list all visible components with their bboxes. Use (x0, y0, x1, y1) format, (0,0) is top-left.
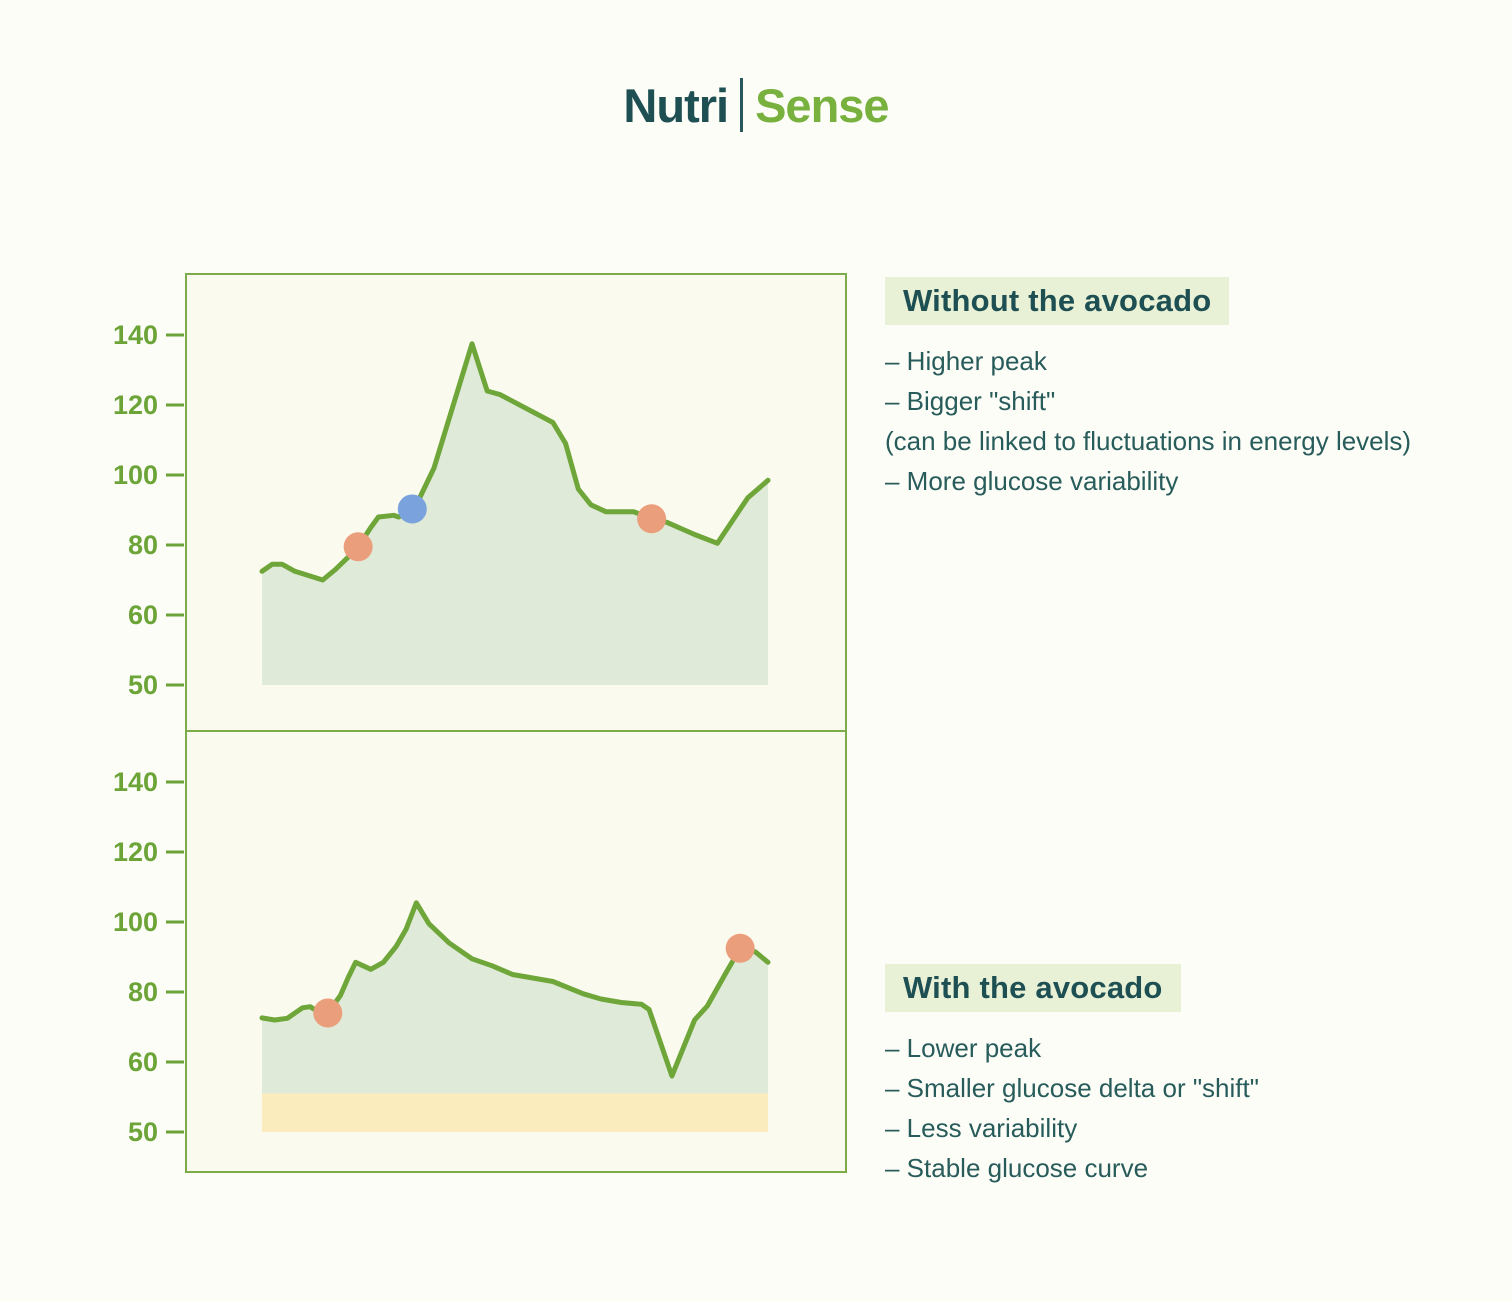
meal-marker-dot (637, 504, 667, 534)
logo-text-sense: Sense (755, 78, 889, 132)
glucose-area-fill (262, 343, 768, 685)
y-axis-label: 80 (128, 977, 158, 1007)
activity-marker-dot (397, 494, 427, 524)
y-axis-label: 100 (113, 907, 158, 937)
panel-heading-with: With the avocado (885, 964, 1181, 1012)
bullet-line: – Higher peak (885, 346, 1047, 376)
panel-bullets-without: – Higher peak – Bigger "shift" (can be lin… (885, 341, 1411, 501)
bullet-line: – Less variability (885, 1113, 1078, 1143)
panel-with-avocado: With the avocado – Lower peak – Smaller g… (885, 964, 1259, 1188)
bullet-line: – More glucose variability (885, 466, 1179, 496)
y-axis-label: 80 (128, 530, 158, 560)
meal-marker-dot (725, 933, 755, 963)
y-axis-label: 50 (128, 670, 158, 700)
panel-heading-without: Without the avocado (885, 277, 1230, 325)
panel-bullets-with: – Lower peak – Smaller glucose delta or "… (885, 1028, 1259, 1188)
glucose-chart-with: 140 120 100 80 60 50 (113, 730, 847, 1173)
y-axis-label: 140 (113, 767, 158, 797)
glucose-charts: 140 120 100 80 60 50 140 120 100 80 60 50 (113, 273, 847, 1173)
brand-logo: Nutri Sense (0, 74, 1512, 136)
y-axis-label: 60 (128, 1047, 158, 1077)
y-axis-label: 140 (113, 320, 158, 350)
y-axis-label: 50 (128, 1117, 158, 1147)
logo-divider (740, 78, 744, 132)
bullet-line: – Smaller glucose delta or "shift" (885, 1073, 1259, 1103)
y-axis-label: 120 (113, 390, 158, 420)
bullet-line: – Stable glucose curve (885, 1153, 1149, 1183)
logo-text-nutri: Nutri (623, 78, 729, 132)
glucose-chart-without: 140 120 100 80 60 50 (113, 273, 847, 732)
y-axis-label: 60 (128, 600, 158, 630)
panel-without-avocado: Without the avocado – Higher peak – Bigge… (885, 277, 1411, 501)
meal-marker-dot (313, 998, 343, 1028)
y-axis-label: 120 (113, 837, 158, 867)
meal-marker-dot (343, 532, 373, 562)
bullet-line: – Lower peak (885, 1033, 1042, 1063)
glucose-area-fill (262, 902, 768, 1094)
low-glucose-band (262, 1093, 768, 1132)
y-axis-label: 100 (113, 460, 158, 490)
bullet-line: (can be linked to fluctuations in energy… (885, 426, 1412, 456)
bullet-line: – Bigger "shift" (885, 386, 1056, 416)
